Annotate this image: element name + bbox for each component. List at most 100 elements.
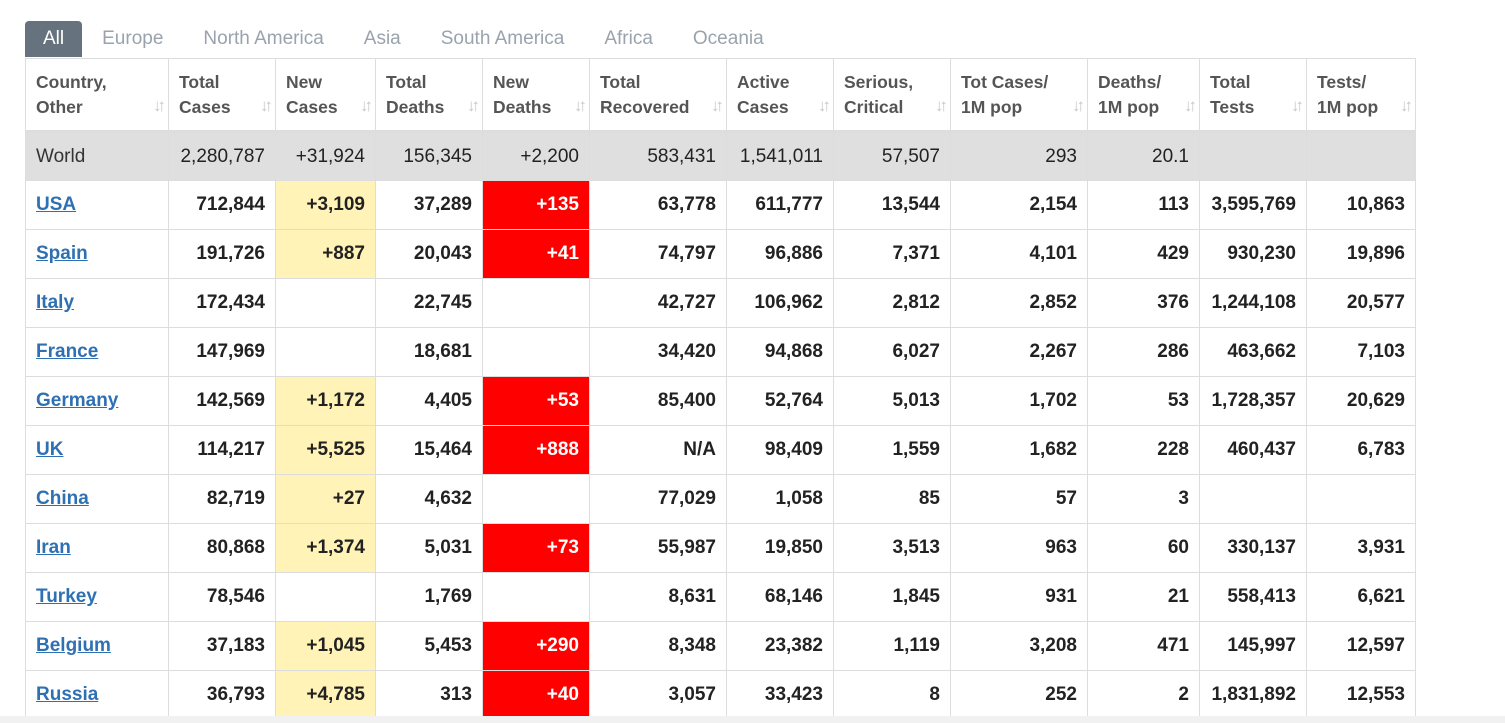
cell-total-recovered: 34,420 (589, 327, 727, 377)
cell-total-tests (1199, 131, 1307, 181)
cell-tests-per-1m: 7,103 (1306, 327, 1416, 377)
sort-arrows-icon[interactable]: ↓↑ (467, 96, 480, 115)
column-header-serious-critical[interactable]: Serious, Critical ↓↑ (833, 58, 951, 133)
cell-active-cases: 23,382 (726, 621, 834, 671)
cell-active-cases: 106,962 (726, 278, 834, 328)
country-link[interactable]: France (36, 341, 99, 362)
cell-new-cases (275, 327, 376, 377)
country-link[interactable]: China (36, 488, 89, 509)
country-link[interactable]: Russia (36, 684, 99, 705)
cell-active-cases: 1,541,011 (726, 131, 834, 181)
table-row: USA 712,844 +3,109 37,289 +135 63,778 611,777 1… (25, 180, 1416, 230)
column-header-new-cases[interactable]: New Cases ↓↑ (275, 58, 376, 133)
cell-total-cases: 82,719 (168, 474, 276, 524)
sort-arrows-icon[interactable]: ↓↑ (818, 96, 831, 115)
cell-new-deaths: +888 (482, 425, 590, 475)
country-link[interactable]: USA (36, 194, 77, 215)
column-header-total-deaths[interactable]: Total Deaths ↓↑ (375, 58, 483, 133)
column-header-new-deaths[interactable]: New Deaths ↓↑ (482, 58, 590, 133)
country-link[interactable]: Turkey (36, 586, 97, 607)
cell-total-deaths: 37,289 (375, 180, 483, 230)
cell-total-recovered: 85,400 (589, 376, 727, 426)
cell-country: Belgium (25, 621, 169, 671)
cell-deaths-per-1m: 286 (1087, 327, 1200, 377)
sort-arrows-icon[interactable]: ↓↑ (1184, 96, 1197, 115)
country-link[interactable]: Italy (36, 292, 75, 313)
cell-new-deaths: +290 (482, 621, 590, 671)
column-header-total-tests[interactable]: Total Tests ↓↑ (1199, 58, 1307, 133)
column-header-deaths-per-1m[interactable]: Deaths/1M pop ↓↑ (1087, 58, 1200, 133)
column-header-line2: Deaths (386, 96, 445, 117)
column-header-line1: New (493, 71, 529, 92)
cell-total-cases: 142,569 (168, 376, 276, 426)
sort-arrows-icon[interactable]: ↓↑ (1400, 96, 1413, 115)
column-header-active-cases[interactable]: Active Cases ↓↑ (726, 58, 834, 133)
table-row: Germany 142,569 +1,172 4,405 +53 85,400 52,764… (25, 376, 1416, 426)
country-link[interactable]: Belgium (36, 635, 111, 656)
country-link[interactable]: Germany (36, 390, 119, 411)
column-header-line2: Cases (737, 96, 789, 117)
sort-arrows-icon[interactable]: ↓↑ (711, 96, 724, 115)
sort-arrows-icon[interactable]: ↓↑ (153, 96, 166, 115)
tab-asia[interactable]: Asia (363, 28, 401, 49)
sort-arrows-icon[interactable]: ↓↑ (1291, 96, 1304, 115)
cell-new-cases: +27 (275, 474, 376, 524)
country-link[interactable]: UK (36, 439, 64, 460)
sort-arrows-icon[interactable]: ↓↑ (935, 96, 948, 115)
cell-new-cases (275, 278, 376, 328)
tab-africa[interactable]: Africa (604, 28, 653, 49)
sort-arrows-icon[interactable]: ↓↑ (574, 96, 587, 115)
column-header-total-cases[interactable]: Total Cases ↓↑ (168, 58, 276, 133)
cell-deaths-per-1m: 60 (1087, 523, 1200, 573)
cell-tests-per-1m: 20,629 (1306, 376, 1416, 426)
cell-new-cases: +5,525 (275, 425, 376, 475)
cell-total-tests: 558,413 (1199, 572, 1307, 622)
cell-deaths-per-1m: 2 (1087, 670, 1200, 720)
country-link[interactable]: Spain (36, 243, 88, 264)
cell-deaths-per-1m: 429 (1087, 229, 1200, 279)
tab-europe[interactable]: Europe (102, 28, 164, 49)
cell-serious-critical: 3,513 (833, 523, 951, 573)
column-header-tot-cases-per-1m[interactable]: Tot Cases/1M pop ↓↑ (950, 58, 1088, 133)
cell-country: Russia (25, 670, 169, 720)
column-header-total-recovered[interactable]: Total Recovered ↓↑ (589, 58, 727, 133)
cell-tests-per-1m: 6,621 (1306, 572, 1416, 622)
tab-south-america[interactable]: South America (440, 28, 565, 49)
sort-arrows-icon[interactable]: ↓↑ (1072, 96, 1085, 115)
cell-country: France (25, 327, 169, 377)
cell-active-cases: 19,850 (726, 523, 834, 573)
column-header-line1: Total (386, 71, 427, 92)
cell-tests-per-1m: 3,931 (1306, 523, 1416, 573)
scrollbar-track[interactable] (0, 716, 1505, 723)
cell-country: Italy (25, 278, 169, 328)
cell-new-deaths: +135 (482, 180, 590, 230)
cell-total-cases: 36,793 (168, 670, 276, 720)
column-header-line2: Tests (1210, 96, 1255, 117)
column-header-line2: Other (36, 96, 83, 117)
country-link[interactable]: Iran (36, 537, 71, 558)
column-header-tests-per-1m[interactable]: Tests/1M pop ↓↑ (1306, 58, 1416, 133)
cell-total-deaths: 4,405 (375, 376, 483, 426)
cell-deaths-per-1m: 21 (1087, 572, 1200, 622)
table-row: Spain 191,726 +887 20,043 +41 74,797 96,886 7,3… (25, 229, 1416, 279)
tab-all[interactable]: All (25, 21, 83, 57)
cell-tests-per-1m (1306, 131, 1416, 181)
cell-new-cases: +31,924 (275, 131, 376, 181)
cell-country: Germany (25, 376, 169, 426)
cell-total-tests: 330,137 (1199, 523, 1307, 573)
tab-oceania[interactable]: Oceania (692, 28, 764, 49)
sort-arrows-icon[interactable]: ↓↑ (360, 96, 373, 115)
cell-total-recovered: 583,431 (589, 131, 727, 181)
column-header-line1: Tests/ (1317, 71, 1367, 92)
column-header-line1: Total (600, 71, 641, 92)
column-header-country[interactable]: Country, Other ↓↑ (25, 58, 169, 133)
cell-total-cases: 37,183 (168, 621, 276, 671)
tab-north-america[interactable]: North America (203, 28, 324, 49)
column-header-line2: Recovered (600, 96, 690, 117)
cell-tests-per-1m: 6,783 (1306, 425, 1416, 475)
cell-tot-cases-per-1m: 3,208 (950, 621, 1088, 671)
cell-tot-cases-per-1m: 57 (950, 474, 1088, 524)
cell-total-recovered: 77,029 (589, 474, 727, 524)
cell-new-cases: +1,374 (275, 523, 376, 573)
sort-arrows-icon[interactable]: ↓↑ (260, 96, 273, 115)
